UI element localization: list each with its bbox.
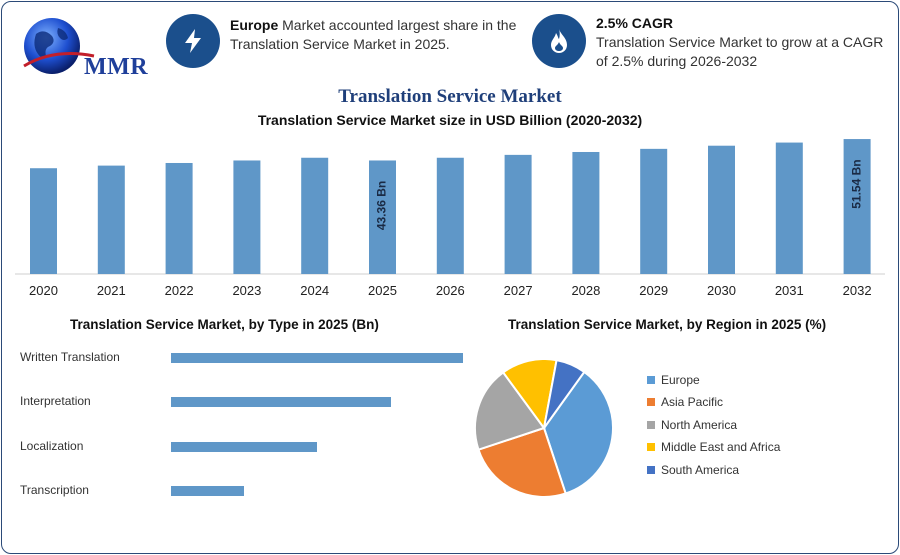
data-label-2025: 43.36 Bn: [375, 181, 389, 230]
region-chart-title: Translation Service Market, by Region in…: [508, 317, 827, 332]
type-bar-localization: [171, 442, 318, 452]
x-tick-2031: 2031: [775, 283, 804, 298]
lightning-icon-badge: [166, 14, 220, 68]
highlight-europe-bold: Europe: [230, 17, 279, 33]
legend-item-south-america: South America: [647, 463, 739, 477]
market-size-subtitle: Translation Service Market size in USD B…: [257, 112, 643, 128]
data-label-2032: 51.54 Bn: [849, 159, 863, 208]
legend-swatch-asia-pacific: [647, 398, 655, 406]
pie-slice-north-america: [474, 370, 546, 451]
bar-2021: [97, 165, 125, 274]
bar-2029: [640, 148, 668, 274]
legend-label-middle-east-and-africa: Middle East and Africa: [661, 440, 781, 454]
legend-label-europe: Europe: [661, 373, 700, 387]
x-tick-2025: 2025: [368, 283, 397, 298]
x-tick-2024: 2024: [300, 283, 329, 298]
type-label-transcription: Transcription: [20, 483, 89, 497]
legend-item-middle-east-and-africa: Middle East and Africa: [647, 440, 780, 454]
highlight-cagr-bold: 2.5% CAGR: [596, 15, 674, 31]
flame-icon-badge: [532, 14, 586, 68]
type-bar-transcription: [171, 486, 245, 496]
bar-2025: [369, 160, 396, 274]
x-tick-2023: 2023: [232, 283, 261, 298]
x-tick-2026: 2026: [436, 283, 465, 298]
pie-slice-asia-pacific: [477, 426, 567, 498]
type-chart-title: Translation Service Market, by Type in 2…: [70, 317, 379, 332]
x-tick-2022: 2022: [165, 283, 194, 298]
legend-label-north-america: North America: [661, 418, 738, 432]
bar-2024: [301, 157, 329, 274]
logo-text: MMR: [84, 54, 149, 80]
legend-item-europe: Europe: [647, 373, 700, 387]
pie-slice-europe: [542, 370, 614, 495]
legend-label-asia-pacific: Asia Pacific: [661, 395, 724, 409]
mmr-logo: MMR: [14, 14, 148, 80]
bar-2023: [233, 160, 261, 274]
legend-item-north-america: North America: [647, 418, 737, 432]
pie-slice-middle-east-and-africa: [501, 360, 558, 431]
highlight-cagr-text: Translation Service Market to grow at a …: [596, 34, 884, 69]
market-size-bar-chart: 2020 2021 2022 2023 2024 2025 43.36 Bn 2026 2027…: [15, 139, 885, 298]
highlight-europe: Europe Market accounted largest share in…: [230, 16, 520, 54]
type-bar-written-translation: [171, 353, 464, 363]
bar-2032: [843, 139, 871, 274]
bar-2027: [504, 154, 532, 274]
x-tick-2030: 2030: [707, 283, 736, 298]
legend-swatch-north-america: [647, 421, 655, 429]
bar-2031: [775, 142, 803, 274]
bar-2026: [436, 157, 464, 274]
highlight-europe-text: Market accounted largest share in the Tr…: [230, 17, 517, 52]
x-tick-2027: 2027: [504, 283, 533, 298]
legend-swatch-europe: [647, 376, 655, 384]
globe-icon: [23, 18, 95, 74]
type-label-written-translation: Written Translation: [20, 350, 120, 364]
main-title: Translation Service Market: [338, 86, 562, 107]
x-tick-2032: 2032: [843, 283, 872, 298]
type-bar-interpretation: [171, 397, 392, 407]
flame-icon: [551, 29, 567, 53]
x-tick-2029: 2029: [639, 283, 668, 298]
x-tick-2020: 2020: [29, 283, 58, 298]
bar-2022: [165, 162, 193, 274]
bar-2020: [30, 168, 57, 274]
type-label-localization: Localization: [20, 439, 84, 453]
pie-slice-south-america: [543, 360, 586, 429]
legend-swatch-middle-east-and-africa: [647, 443, 655, 451]
x-tick-2021: 2021: [97, 283, 126, 298]
x-tick-2028: 2028: [571, 283, 600, 298]
region-pie-chart: [474, 360, 614, 498]
legend-item-asia-pacific: Asia Pacific: [647, 395, 723, 409]
type-label-interpretation: Interpretation: [20, 394, 91, 408]
highlight-cagr: 2.5% CAGR Translation Service Market to …: [596, 14, 891, 71]
lightning-icon: [185, 29, 201, 53]
legend-label-south-america: South America: [661, 463, 740, 477]
legend-swatch-south-america: [647, 466, 655, 474]
bar-2028: [572, 151, 600, 274]
bar-2030: [708, 145, 735, 274]
